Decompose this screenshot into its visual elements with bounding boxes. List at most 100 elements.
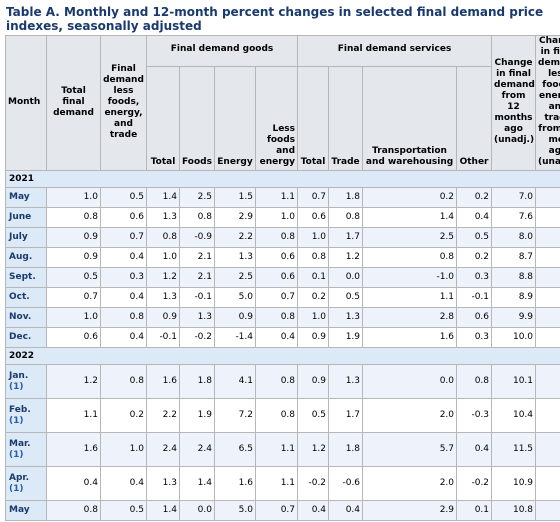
footnote-link[interactable]: (1) xyxy=(9,381,24,392)
footnote-link[interactable]: (1) xyxy=(9,483,24,494)
value-cell: 7.0 xyxy=(491,187,537,208)
value-cell: 0.4 xyxy=(100,247,147,268)
value-cell: 0.5 xyxy=(328,287,364,308)
value-cell: 2.8 xyxy=(362,307,458,328)
value-cell: 2.2 xyxy=(214,227,256,248)
footnote-link[interactable]: (1) xyxy=(9,449,24,460)
col-change-12-months-less: Change in final demand less foods, energ… xyxy=(535,35,560,171)
month-cell: Aug. xyxy=(5,247,47,268)
month-cell: Sept. xyxy=(5,267,47,288)
value-cell: 0.9 xyxy=(297,364,330,399)
table-row: Dec. 0.6 0.4 -0.1 -0.2 -1.4 0.4 0.9 1.9 1.6 0.3 10.… xyxy=(5,327,560,348)
value-cell: 8.8 xyxy=(491,267,537,288)
value-cell: 1.0 xyxy=(46,307,101,328)
value-cell: -0.9 xyxy=(179,227,215,248)
month-cell: Oct. xyxy=(5,287,47,308)
value-cell: 6.8 xyxy=(535,500,560,521)
month-label: Dec. xyxy=(9,332,32,342)
value-cell: 7.0 xyxy=(535,327,560,348)
value-cell: 2.2 xyxy=(146,398,180,433)
value-cell: 9.9 xyxy=(491,307,537,328)
value-cell: 2.0 xyxy=(362,466,458,501)
value-cell: 1.0 xyxy=(297,227,330,248)
col-goods-energy: Energy xyxy=(214,65,256,172)
value-cell: 0.2 xyxy=(362,187,458,208)
value-cell: 0.4 xyxy=(100,287,147,308)
value-cell: 6.9 xyxy=(535,364,560,399)
table-row: Oct.0.70.41.3-0.15.00.70.20.51.1-0.18.96… xyxy=(5,287,560,308)
value-cell: 0.8 xyxy=(297,247,330,268)
value-cell: 6.0 xyxy=(535,227,560,248)
value-cell: 0.5 xyxy=(297,398,330,433)
value-cell: -0.6 xyxy=(328,466,364,501)
value-cell: 0.8 xyxy=(254,398,299,433)
col-goods-total: Total xyxy=(146,65,180,172)
value-cell: 1.1 xyxy=(254,187,299,208)
value-cell: 7.6 xyxy=(491,207,537,228)
value-cell: 2.9 xyxy=(362,500,458,521)
value-cell: -0.2 xyxy=(456,466,493,501)
value-cell: 0.4 xyxy=(254,327,299,348)
value-cell: 10.9 xyxy=(491,466,537,501)
value-cell: 1.8 xyxy=(179,364,215,399)
value-cell: 2.1 xyxy=(179,267,215,288)
value-cell: 5.0 xyxy=(214,500,256,521)
col-fd-less-foods-energy-trade: Final demand less foods, energy, and tra… xyxy=(100,35,147,171)
value-cell: 1.3 xyxy=(146,287,180,308)
value-cell: 0.1 xyxy=(456,500,493,521)
value-cell: 2.4 xyxy=(146,432,180,467)
value-cell: 0.6 xyxy=(254,247,299,268)
value-cell: 0.8 xyxy=(456,364,493,399)
value-cell: -0.1 xyxy=(146,327,180,348)
value-cell: 0.7 xyxy=(254,287,299,308)
table-title: Table A. Monthly and 12-month percent ch… xyxy=(6,5,544,33)
value-cell: 2.5 xyxy=(362,227,458,248)
value-cell: 1.3 xyxy=(328,364,364,399)
value-cell: 1.7 xyxy=(328,227,364,248)
value-cell: 0.4 xyxy=(100,327,147,348)
month-cell: July xyxy=(5,227,47,248)
value-cell: 1.0 xyxy=(297,307,330,328)
month-cell: Dec. xyxy=(5,327,47,348)
col-month: Month xyxy=(5,35,47,171)
month-label: Oct. xyxy=(9,292,30,302)
value-cell: 7.2 xyxy=(214,398,256,433)
value-cell: 0.9 xyxy=(46,247,101,268)
value-cell: 0.8 xyxy=(254,307,299,328)
col-services-transportation: Transportation and warehousing xyxy=(362,65,458,172)
footnote-link[interactable]: (1) xyxy=(9,415,24,426)
value-cell: 1.0 xyxy=(100,432,147,467)
value-cell: 1.6 xyxy=(362,327,458,348)
value-cell: 0.7 xyxy=(297,187,330,208)
value-cell: 1.7 xyxy=(328,398,364,433)
month-cell: May xyxy=(5,187,47,208)
value-cell: 1.1 xyxy=(46,398,101,433)
value-cell: 1.2 xyxy=(146,267,180,288)
value-cell: 0.4 xyxy=(46,466,101,501)
value-cell: 2.0 xyxy=(362,398,458,433)
value-cell: 0.5 xyxy=(456,227,493,248)
value-cell: 0.6 xyxy=(46,327,101,348)
value-cell: 7.1 xyxy=(535,432,560,467)
value-cell: 0.4 xyxy=(456,432,493,467)
value-cell: 1.4 xyxy=(146,187,180,208)
month-cell: Apr. (1) xyxy=(5,466,47,501)
value-cell: 0.8 xyxy=(362,247,458,268)
value-cell: 0.4 xyxy=(328,500,364,521)
value-cell: 2.5 xyxy=(214,267,256,288)
value-cell: 6.2 xyxy=(535,247,560,268)
value-cell: 0.0 xyxy=(362,364,458,399)
value-cell: 0.3 xyxy=(456,267,493,288)
table-row: Jan. (1) 1.2 0.8 1.6 1.8 4.1 0.8 0.9 1.3 0.0 0.8 10.… xyxy=(5,364,560,399)
value-cell: 0.6 xyxy=(100,207,147,228)
value-cell: 2.9 xyxy=(214,207,256,228)
year-row-2021: 2021 xyxy=(4,170,560,188)
value-cell: -0.1 xyxy=(179,287,215,308)
value-cell: 0.2 xyxy=(456,247,493,268)
value-cell: 0.8 xyxy=(254,364,299,399)
group-final-demand-services: Final demand services xyxy=(297,35,493,67)
value-cell: 0.8 xyxy=(46,500,101,521)
value-cell: 0.6 xyxy=(297,207,330,228)
month-label: Jan. xyxy=(9,370,29,381)
